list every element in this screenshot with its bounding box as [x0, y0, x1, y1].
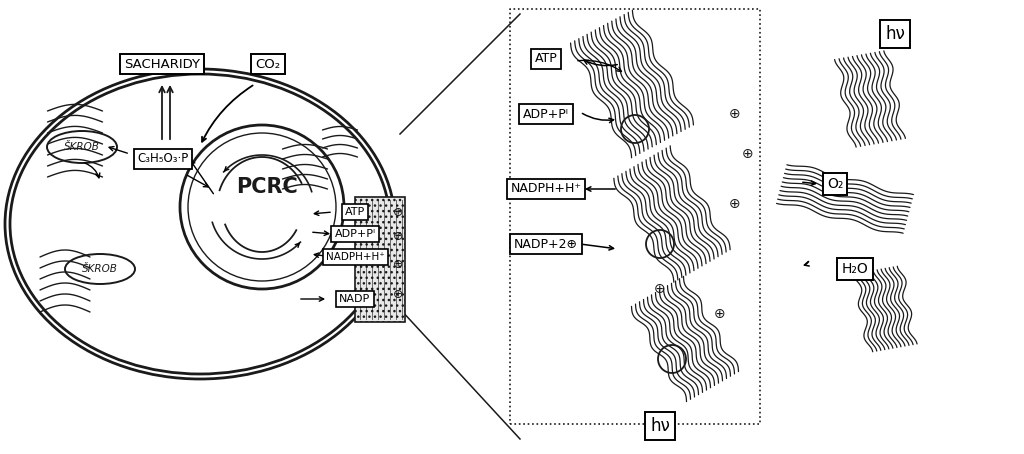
Text: ⊕: ⊕	[729, 107, 740, 121]
Text: ⊕: ⊕	[654, 282, 666, 296]
Text: hν: hν	[650, 417, 670, 435]
Text: ⊕: ⊕	[393, 206, 403, 218]
Text: NADPH+H⁺: NADPH+H⁺	[326, 252, 384, 262]
FancyBboxPatch shape	[355, 197, 406, 321]
Text: PCRC: PCRC	[237, 177, 298, 197]
Text: ADP+Pᴵ: ADP+Pᴵ	[335, 229, 376, 239]
Text: NADP+2⊕: NADP+2⊕	[514, 237, 578, 251]
Text: ŠKROB: ŠKROB	[82, 264, 118, 274]
Text: SACHARIDY: SACHARIDY	[124, 58, 200, 70]
Text: ATP: ATP	[345, 207, 366, 217]
Text: ⊕: ⊕	[393, 257, 403, 271]
Text: ⊕: ⊕	[393, 287, 403, 301]
Text: ⊕: ⊕	[742, 147, 754, 161]
Text: NADPH+H⁺: NADPH+H⁺	[511, 183, 582, 196]
Text: hν: hν	[885, 25, 905, 43]
Text: CO₂: CO₂	[255, 58, 281, 70]
Text: ⊕: ⊕	[729, 197, 740, 211]
Text: NADP: NADP	[339, 294, 371, 304]
Text: ⊕: ⊕	[393, 230, 403, 242]
Text: C₃H₅O₃·P: C₃H₅O₃·P	[137, 153, 188, 166]
Text: O₂: O₂	[826, 177, 843, 191]
Text: ⊕: ⊕	[714, 307, 726, 321]
Text: ŠKROB: ŠKROB	[65, 142, 100, 152]
Text: ATP: ATP	[535, 53, 557, 65]
Text: ADP+Pᴵ: ADP+Pᴵ	[523, 108, 569, 120]
Text: H₂O: H₂O	[842, 262, 868, 276]
